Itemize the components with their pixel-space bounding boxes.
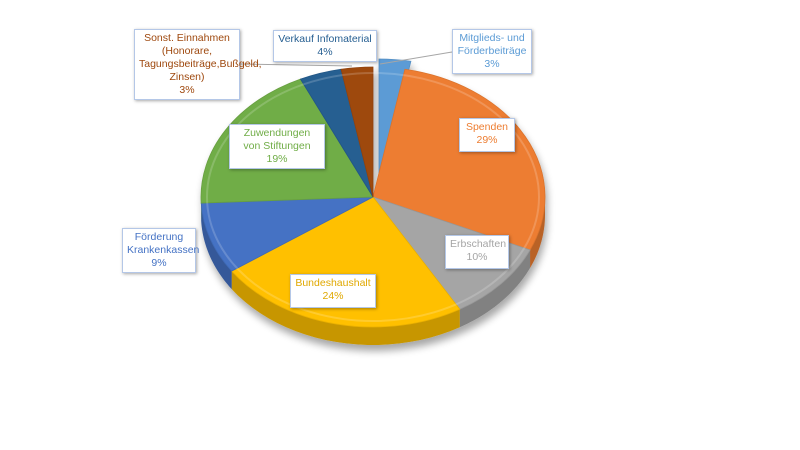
pie-side-2 — [459, 250, 531, 328]
pie-side-3 — [231, 271, 460, 345]
data-label-value: 3% — [179, 84, 195, 96]
data-label-value: 19% — [266, 153, 288, 165]
data-label-2: Erbschaften 10% — [445, 235, 509, 269]
data-label-name: Verkauf Infomaterial — [278, 33, 372, 45]
data-label-3: Bundeshaushalt 24% — [290, 274, 376, 308]
pie-slice-7 — [340, 66, 374, 198]
pie-side-1 — [530, 197, 545, 268]
data-label-value: 4% — [317, 46, 333, 58]
pie-side-4 — [201, 203, 232, 290]
leader-line-7 — [239, 63, 353, 67]
pie-highlight — [206, 72, 540, 322]
data-label-6: Verkauf Infomaterial 4% — [273, 30, 377, 62]
data-label-name: Förderung Krankenkassen — [127, 231, 200, 256]
data-label-0: Mitglieds- und Förderbeiträge 3% — [452, 29, 532, 74]
data-label-4: Förderung Krankenkassen 9% — [122, 228, 200, 273]
data-label-value: 24% — [322, 290, 344, 302]
data-label-1: Spenden 29% — [459, 118, 515, 152]
data-label-value: 29% — [476, 134, 498, 146]
data-label-value: 9% — [151, 257, 167, 269]
pie-slice-3 — [231, 196, 461, 328]
data-label-name: Zuwendungen von Stiftungen — [243, 127, 311, 152]
pie-slice-4 — [200, 196, 374, 272]
data-label-name: Sonst. Einnahmen (Honorare, Tagungsbeitr… — [139, 32, 262, 83]
data-label-5: Zuwendungen von Stiftungen 19% — [229, 124, 325, 169]
pie-slice-1 — [372, 68, 546, 251]
data-label-value: 3% — [484, 58, 500, 70]
data-label-name: Spenden — [465, 121, 509, 133]
data-label-value: 10% — [466, 251, 488, 263]
data-label-name: Mitglieds- und Förderbeiträge — [457, 32, 527, 57]
data-label-name: Erbschaften — [450, 238, 507, 250]
data-label-name: Bundeshaushalt — [295, 277, 371, 289]
data-label-7: Sonst. Einnahmen (Honorare, Tagungsbeitr… — [134, 29, 262, 100]
leader-line-0 — [379, 51, 453, 65]
